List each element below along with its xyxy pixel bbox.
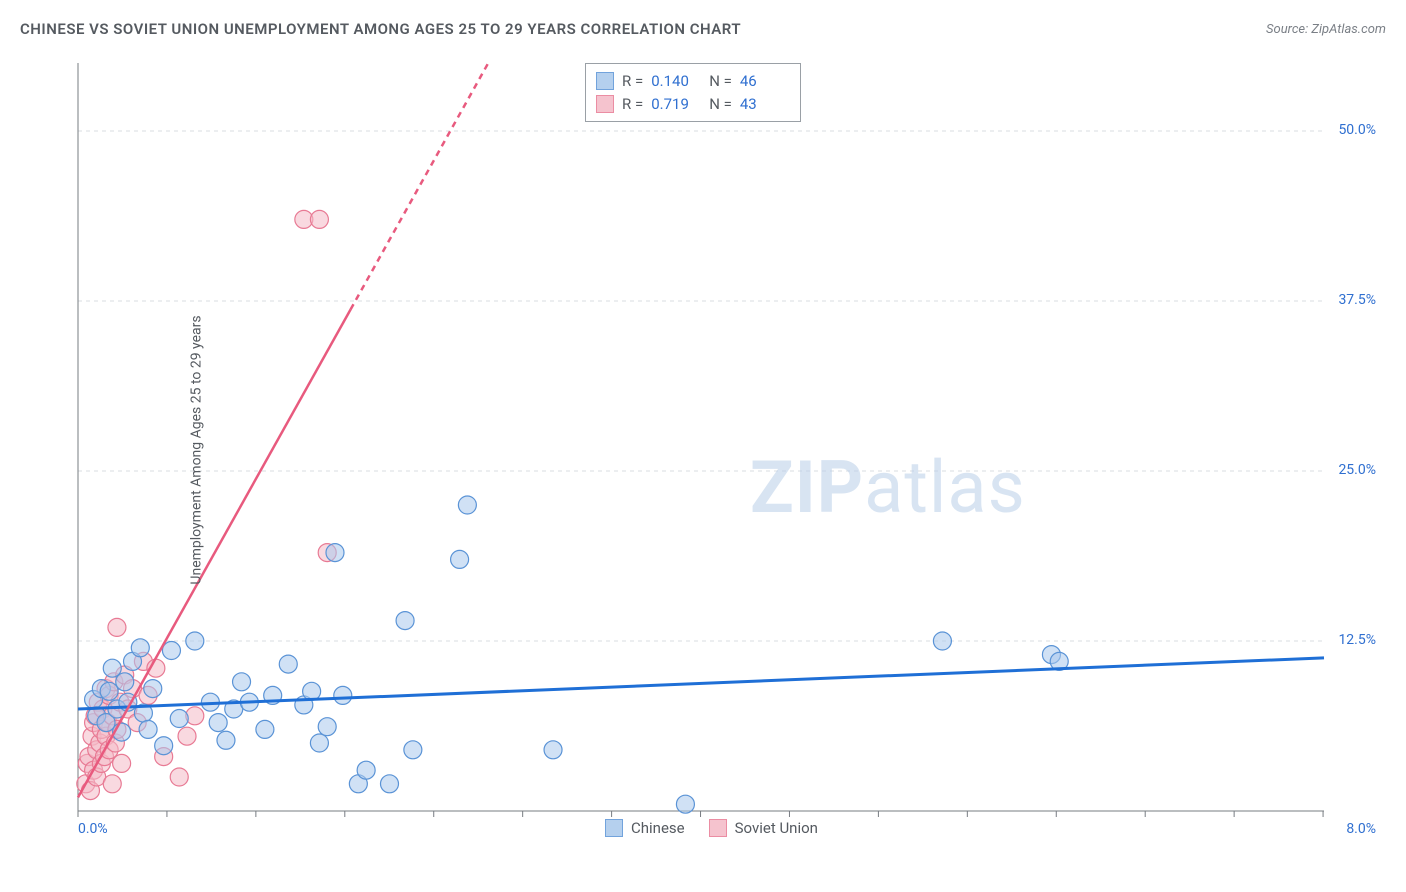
legend-swatch xyxy=(709,819,727,837)
source-attribution: Source: ZipAtlas.com xyxy=(1266,22,1386,37)
scatter-plot-svg xyxy=(50,55,1380,845)
n-value: 46 xyxy=(740,70,790,93)
legend-label: Chinese xyxy=(631,819,685,837)
y-tick-label: 12.5% xyxy=(1338,632,1376,648)
n-label: N = xyxy=(709,93,732,116)
x-tick-label: 8.0% xyxy=(1346,821,1376,837)
chart-container: CHINESE VS SOVIET UNION UNEMPLOYMENT AMO… xyxy=(0,0,1406,892)
r-label: R = xyxy=(622,93,643,116)
n-label: N = xyxy=(709,70,732,93)
legend-row: R = 0.140 N = 46 xyxy=(596,70,790,93)
legend-swatch xyxy=(596,72,614,90)
series-legend: Chinese Soviet Union xyxy=(605,819,818,837)
x-tick-label: 0.0% xyxy=(78,821,108,837)
y-axis-label: Unemployment Among Ages 25 to 29 years xyxy=(189,315,205,584)
legend-swatch xyxy=(605,819,623,837)
r-label: R = xyxy=(622,70,643,93)
y-tick-label: 25.0% xyxy=(1338,462,1376,478)
legend-row: R = 0.719 N = 43 xyxy=(596,93,790,116)
legend-label: Soviet Union xyxy=(735,819,818,837)
y-tick-label: 37.5% xyxy=(1338,292,1376,308)
chart-title: CHINESE VS SOVIET UNION UNEMPLOYMENT AMO… xyxy=(20,20,741,38)
n-value: 43 xyxy=(740,93,790,116)
legend-swatch xyxy=(596,95,614,113)
r-value: 0.719 xyxy=(651,93,701,116)
correlation-legend: R = 0.140 N = 46 R = 0.719 N = 43 xyxy=(585,63,801,122)
legend-item: Soviet Union xyxy=(709,819,818,837)
y-tick-label: 50.0% xyxy=(1338,122,1376,138)
legend-item: Chinese xyxy=(605,819,685,837)
plot-area: Unemployment Among Ages 25 to 29 years Z… xyxy=(50,55,1380,845)
r-value: 0.140 xyxy=(651,70,701,93)
